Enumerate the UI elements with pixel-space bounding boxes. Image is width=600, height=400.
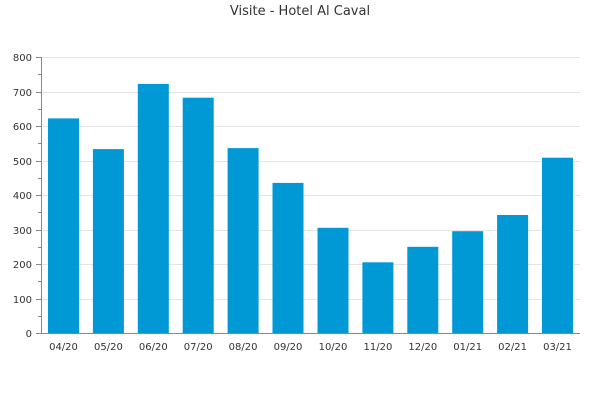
y-tick-label: 800 [13,53,32,64]
x-tick-label: 12/20 [408,342,437,353]
y-tick-label: 200 [13,260,32,271]
bar [137,83,169,334]
y-tick-label: 600 [13,122,32,133]
bar [362,262,394,333]
y-tick-label: 100 [13,295,32,306]
bar [182,97,214,333]
bar [452,231,484,333]
bar [407,246,439,334]
x-tick-labels: 04/20 05/20 06/20 07/20 08/20 09/20 10/20 11/20… [49,342,572,353]
x-tick-label: 02/21 [498,342,527,353]
x-tick-label: 06/20 [139,342,168,353]
x-tick-label: 03/21 [543,342,572,353]
bars [48,83,573,334]
axes [36,57,580,334]
y-tick-labels: 0 100 200 300 400 500 600 700 800 [13,53,32,340]
bar [272,182,304,333]
y-tick-label: 700 [13,88,32,99]
bar [227,148,259,333]
x-tick-label: 09/20 [274,342,303,353]
gridlines [41,57,580,300]
x-tick-label: 11/20 [363,342,392,353]
bar [497,215,529,333]
x-tick-label: 05/20 [94,342,123,353]
bar [317,227,349,333]
bar [542,157,573,333]
x-tick-label: 01/21 [453,342,482,353]
bar [48,118,79,334]
x-tick-label: 04/20 [49,342,78,353]
bar [92,149,124,333]
y-tick-label: 500 [13,157,32,168]
x-tick-label: 07/20 [184,342,213,353]
chart-title: Visite - Hotel Al Caval [230,4,370,19]
y-tick-label: 400 [13,191,32,202]
y-tick-label: 300 [13,226,32,237]
x-tick-label: 10/20 [319,342,348,353]
x-tick-label: 08/20 [229,342,258,353]
y-tick-label: 0 [26,329,32,340]
